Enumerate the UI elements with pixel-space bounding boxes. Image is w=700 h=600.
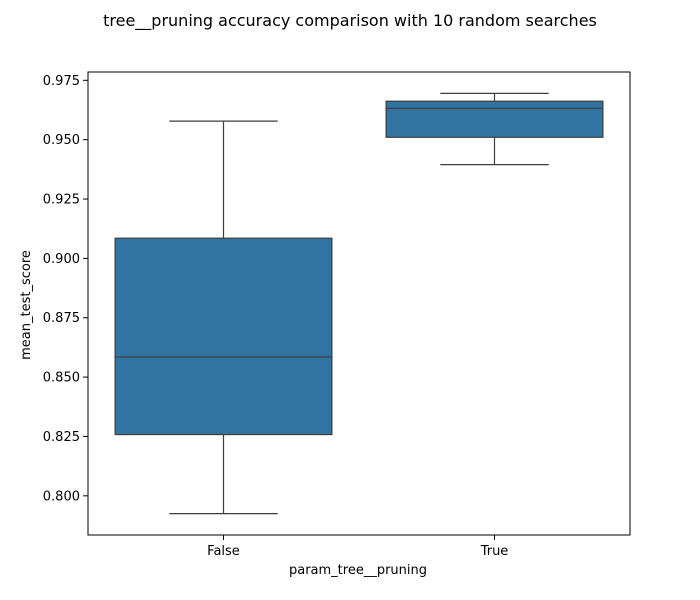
y-axis-label: mean_test_score <box>19 250 34 360</box>
box-true <box>385 92 604 166</box>
y-tick-label: 0.825 <box>43 430 80 445</box>
boxes <box>114 92 604 515</box>
y-tick-label: 0.850 <box>43 371 80 386</box>
plot-area: 0.800 0.825 0.850 0.875 0.900 0.925 0.950 0.975… <box>43 71 631 559</box>
x-tick-label: True <box>480 544 509 559</box>
y-axis-ticks: 0.800 0.825 0.850 0.875 0.900 0.925 0.950 0.975 <box>43 74 88 504</box>
x-axis-label: param_tree__pruning <box>289 563 427 578</box>
y-tick-label: 0.925 <box>43 193 80 208</box>
x-tick-label: False <box>207 544 240 559</box>
iqr-box <box>385 100 604 138</box>
axes-frame <box>87 71 631 536</box>
y-tick-label: 0.875 <box>43 311 80 326</box>
box-false <box>114 120 333 515</box>
y-tick-label: 0.900 <box>43 252 80 267</box>
y-tick-label: 0.950 <box>43 133 80 148</box>
chart-title: tree__pruning accuracy comparison with 1… <box>103 11 597 31</box>
y-tick-label: 0.975 <box>43 74 80 89</box>
x-axis-ticks: False True <box>207 535 508 559</box>
y-tick-label: 0.800 <box>43 489 80 504</box>
iqr-box <box>114 237 333 436</box>
